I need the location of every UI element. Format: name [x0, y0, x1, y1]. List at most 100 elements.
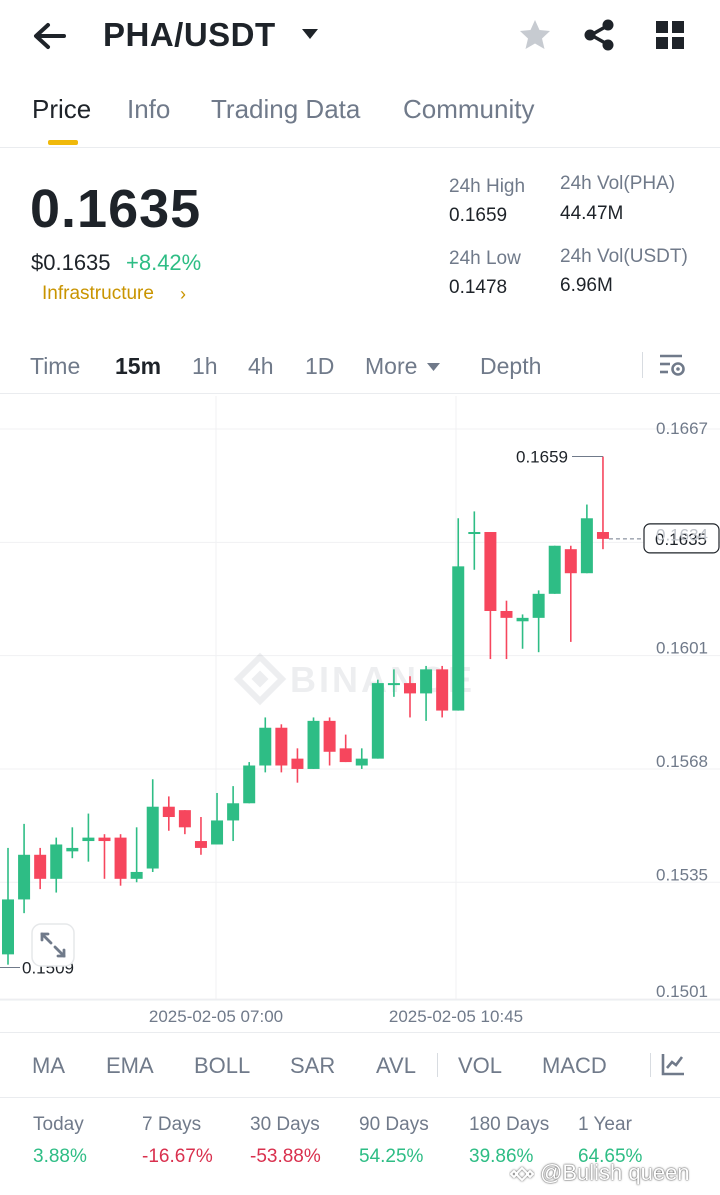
interval-4h[interactable]: 4h [248, 353, 274, 379]
tab-trading-data[interactable]: Trading Data [211, 94, 361, 124]
divider [437, 1053, 438, 1077]
high-value: 0.1659 [449, 205, 508, 226]
candle-body [178, 810, 191, 828]
indicator-avl[interactable]: AVL [376, 1053, 416, 1078]
candle [162, 796, 175, 831]
y-tick-label: 0.1535 [656, 865, 708, 884]
candle-body [339, 748, 352, 763]
candle-body [146, 806, 159, 869]
candle-body [452, 566, 465, 711]
candle-body [2, 899, 14, 955]
candle [146, 779, 159, 872]
candle-body [243, 765, 256, 804]
price-change: +8.42% [126, 250, 202, 275]
candle-body [484, 532, 497, 611]
y-tick-label: 0.1634 [656, 525, 708, 544]
current-price-label: 0.1635 [655, 530, 707, 549]
candle-body [34, 854, 47, 879]
indicator-vol[interactable]: VOL [458, 1053, 503, 1078]
candle-body [355, 758, 368, 766]
chart-settings-icon[interactable] [656, 350, 688, 382]
indicator-boll[interactable]: BOLL [194, 1053, 251, 1078]
candle [259, 717, 272, 773]
perf-label-180d: 180 Days [469, 1114, 550, 1135]
indicator-sar[interactable]: SAR [290, 1053, 336, 1078]
interval-time[interactable]: Time [30, 353, 81, 379]
interval-15m[interactable]: 15m [115, 353, 162, 379]
candle [82, 813, 95, 862]
perf-label-today: Today [33, 1114, 84, 1135]
candle [452, 518, 465, 711]
candle [516, 614, 529, 649]
interval-1d[interactable]: 1D [305, 353, 335, 379]
indicator-macd[interactable]: MACD [542, 1053, 607, 1078]
divider [650, 1053, 651, 1077]
candle [355, 748, 368, 769]
high-marker-label: 0.1659 [516, 447, 568, 466]
indicator-ema[interactable]: EMA [106, 1053, 154, 1078]
candle-body [548, 545, 561, 594]
pair-title[interactable]: PHA/USDT [103, 16, 276, 53]
candle-body [564, 549, 577, 574]
expand-icon[interactable] [40, 932, 66, 958]
candle-body [194, 841, 207, 848]
candle-body [532, 593, 545, 618]
candle-body [371, 683, 384, 759]
caret-down-icon[interactable] [300, 26, 320, 42]
grid-icon[interactable] [654, 19, 686, 51]
tab-community[interactable]: Community [403, 94, 535, 124]
chart-settings-icon[interactable] [660, 1051, 686, 1077]
tab-info[interactable]: Info [127, 94, 171, 124]
indicator-ma[interactable]: MA [32, 1053, 65, 1078]
usd-price: $0.1635 [31, 250, 111, 275]
candle [50, 837, 63, 893]
tab-price[interactable]: Price [32, 94, 92, 124]
candle [98, 834, 111, 879]
candle-body [580, 518, 593, 574]
divider [642, 352, 643, 378]
perf-label-30d: 30 Days [250, 1114, 320, 1135]
candle [130, 827, 143, 883]
x-tick-label: 2025-02-05 10:45 [389, 1007, 523, 1026]
watermark-logo-icon [509, 1166, 535, 1182]
interval-1h[interactable]: 1h [192, 353, 218, 379]
candle-body [323, 720, 336, 752]
x-tick-label: 2025-02-05 07:00 [149, 1007, 283, 1026]
candle [227, 786, 240, 842]
candle [532, 590, 545, 653]
user-watermark: @Bulish queen [540, 1160, 690, 1185]
candle-body [18, 854, 31, 900]
active-tab-indicator [48, 140, 78, 145]
expand-button[interactable] [31, 923, 75, 967]
candle [34, 847, 47, 890]
candle-body [420, 669, 433, 694]
candle-body [516, 617, 529, 622]
interval-depth[interactable]: Depth [480, 353, 542, 379]
candle-body [50, 844, 63, 879]
low-value: 0.1478 [449, 277, 508, 298]
candle [178, 810, 191, 835]
perf-value-90d: 54.25% [359, 1146, 424, 1167]
candle-body [130, 871, 143, 879]
perf-value-7d: -16.67% [142, 1146, 213, 1167]
candle [211, 792, 224, 845]
category-tag[interactable]: Infrastructure [42, 283, 154, 304]
high-label: 24h High [449, 176, 526, 197]
caret-down-icon[interactable] [427, 362, 440, 372]
perf-label-1y: 1 Year [578, 1114, 632, 1135]
candle [484, 532, 497, 660]
candle-body [227, 803, 240, 821]
candle [548, 545, 561, 594]
candle [580, 504, 593, 574]
star-icon[interactable] [518, 18, 552, 52]
candle [323, 717, 336, 766]
perf-label-7d: 7 Days [142, 1114, 202, 1135]
interval-more[interactable]: More [365, 353, 418, 379]
vol-base-label: 24h Vol(PHA) [560, 173, 676, 194]
share-icon[interactable] [582, 18, 616, 52]
candle-body [82, 837, 95, 842]
candle [420, 665, 433, 721]
arrow-left-icon[interactable] [30, 18, 70, 54]
chevron-right-icon[interactable]: › [180, 284, 186, 304]
